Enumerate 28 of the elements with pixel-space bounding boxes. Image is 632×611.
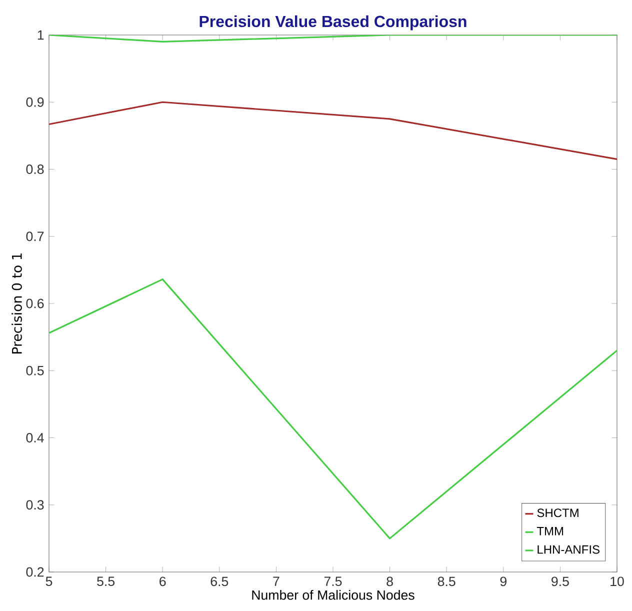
x-tick-label: 10 <box>610 576 624 586</box>
line-series <box>49 101 617 160</box>
x-tick-label: 8 <box>386 576 393 586</box>
y-tick-label: 1 <box>38 30 44 40</box>
x-tick-label: 9 <box>500 576 506 586</box>
y-tick-label: 0.6 <box>26 298 44 308</box>
x-tick-label: 7.5 <box>324 576 342 586</box>
y-axis-title: Precision 0 to 1 <box>12 253 22 354</box>
chart-title: Precision Value Based Compariosn <box>200 15 466 30</box>
y-tick-label: 0.9 <box>26 97 44 107</box>
legend-label: LHN-ANFIS <box>538 545 600 554</box>
line-series <box>49 278 617 540</box>
x-tick-label: 7 <box>273 576 280 586</box>
y-tick-label: 0.2 <box>26 567 44 577</box>
x-tick-label: 6 <box>160 576 166 586</box>
x-tick-label: 5.5 <box>97 576 115 586</box>
x-tick-label: 5 <box>46 576 52 586</box>
y-tick-label: 0.3 <box>26 500 44 510</box>
y-tick-label: 0.4 <box>26 433 44 442</box>
legend-label: TMM <box>536 527 564 536</box>
y-tick-label: 0.5 <box>26 366 44 376</box>
x-tick-label: 9.5 <box>552 576 569 586</box>
x-tick-label: 8.5 <box>438 576 456 586</box>
y-tick-label: 0.8 <box>26 164 44 174</box>
x-axis-title: Number of Malicious Nodes <box>252 590 414 600</box>
x-tick-label: 6.5 <box>210 576 228 586</box>
legend-label: SHCTM <box>537 508 578 518</box>
y-tick-label: 0.7 <box>26 232 44 242</box>
